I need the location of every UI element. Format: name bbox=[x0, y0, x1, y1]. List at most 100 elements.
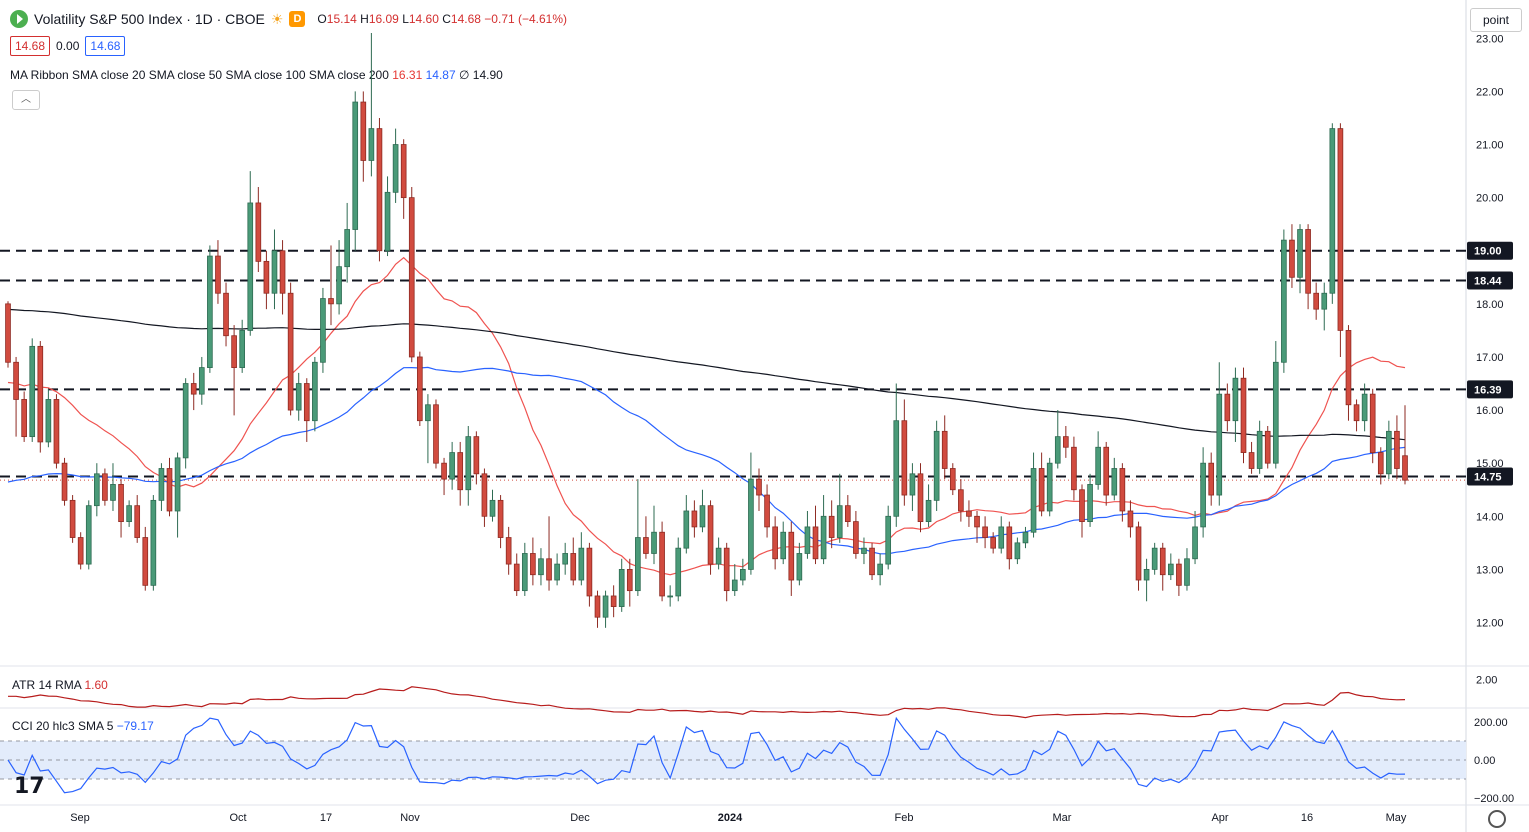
candle bbox=[788, 521, 795, 596]
candle bbox=[190, 372, 197, 411]
candle-body bbox=[400, 144, 407, 199]
candle bbox=[1087, 473, 1093, 527]
candle bbox=[368, 33, 375, 177]
candle-body bbox=[207, 255, 213, 368]
candle bbox=[740, 558, 746, 586]
price-scale-mode-button[interactable]: point bbox=[1470, 8, 1522, 32]
candle-body bbox=[497, 499, 504, 538]
candle-body bbox=[1079, 489, 1085, 523]
candle-body bbox=[586, 547, 593, 597]
candle-body bbox=[1264, 430, 1271, 464]
cci-legend[interactable]: CCI 20 hlc3 SMA 5 −79.17 bbox=[12, 719, 154, 733]
candle-body bbox=[182, 383, 189, 459]
level-tag bbox=[1467, 380, 1513, 399]
candle-body bbox=[530, 553, 536, 576]
bid-box[interactable]: 14.68 bbox=[10, 36, 51, 56]
symbol-title[interactable]: Volatility S&P 500 Index · 1D · CBOE bbox=[34, 11, 265, 27]
candle-body bbox=[1103, 446, 1110, 496]
candle-body bbox=[828, 515, 835, 538]
candle-body bbox=[150, 499, 157, 586]
candle-body bbox=[925, 499, 932, 523]
candle bbox=[118, 479, 124, 538]
time-axis-label: Oct bbox=[229, 812, 246, 824]
candle bbox=[295, 372, 302, 421]
candle-body bbox=[1087, 484, 1093, 523]
atr-legend[interactable]: ATR 14 RMA 1.60 bbox=[12, 678, 108, 692]
candle bbox=[667, 585, 673, 607]
candle bbox=[554, 553, 560, 586]
candle bbox=[207, 245, 213, 373]
candle bbox=[481, 468, 488, 527]
candle-body bbox=[1369, 393, 1376, 453]
candle-body bbox=[255, 202, 262, 262]
candle bbox=[683, 495, 690, 554]
candle-body bbox=[538, 558, 544, 576]
candle bbox=[1305, 224, 1311, 310]
candle bbox=[142, 526, 149, 591]
candle-body bbox=[1167, 563, 1174, 576]
time-axis-label: Sep bbox=[70, 812, 90, 824]
candle-body bbox=[263, 260, 270, 294]
candle bbox=[1240, 367, 1247, 464]
candle-body bbox=[917, 473, 924, 523]
candle bbox=[990, 532, 996, 554]
candle bbox=[675, 537, 682, 602]
cci-axis-label: 0.00 bbox=[1474, 755, 1495, 767]
candle-body bbox=[481, 473, 488, 517]
candle-body bbox=[812, 526, 819, 560]
candle-body bbox=[513, 563, 520, 592]
candle-body bbox=[5, 303, 11, 363]
candle-body bbox=[320, 298, 326, 363]
candle-body bbox=[441, 462, 447, 480]
candle bbox=[594, 590, 601, 628]
candle bbox=[344, 202, 350, 283]
candle bbox=[85, 500, 92, 570]
candle-body bbox=[667, 595, 673, 598]
candle bbox=[1386, 420, 1392, 480]
level-tag-label: 16.39 bbox=[1474, 384, 1502, 396]
candle-body bbox=[457, 452, 464, 491]
cci-axis-label: −200.00 bbox=[1474, 793, 1514, 805]
candle bbox=[893, 383, 900, 527]
candle-body bbox=[1038, 468, 1045, 512]
candle-body bbox=[1111, 468, 1118, 496]
candle bbox=[45, 388, 52, 448]
candle-body bbox=[102, 473, 108, 501]
candle bbox=[691, 500, 698, 538]
candle-body bbox=[77, 537, 84, 565]
candle bbox=[449, 441, 455, 490]
candle-body bbox=[683, 510, 690, 549]
candle bbox=[1361, 383, 1368, 432]
candle-body bbox=[699, 505, 706, 528]
price-tick-label: 12.00 bbox=[1476, 618, 1504, 630]
price-tick-label: 16.00 bbox=[1476, 405, 1504, 417]
candle bbox=[949, 463, 956, 496]
candle bbox=[1208, 452, 1215, 506]
candle bbox=[521, 542, 528, 596]
candle-body bbox=[1216, 393, 1223, 496]
candle-body bbox=[1046, 462, 1053, 512]
candle bbox=[1176, 558, 1182, 596]
candle bbox=[643, 516, 649, 559]
candle-body bbox=[295, 383, 302, 411]
candle bbox=[150, 495, 157, 591]
collapse-legend-button[interactable]: ︿ bbox=[12, 90, 40, 110]
candle bbox=[723, 542, 730, 602]
settings-gear-icon[interactable] bbox=[1488, 810, 1506, 828]
candle-body bbox=[37, 345, 44, 443]
candle bbox=[1224, 383, 1231, 432]
candle-body bbox=[384, 191, 391, 252]
candle bbox=[772, 516, 778, 570]
ma-ribbon-legend[interactable]: MA Ribbon SMA close 20 SMA close 50 SMA … bbox=[10, 68, 503, 82]
ask-box[interactable]: 14.68 bbox=[85, 36, 126, 56]
level-tag-label: 14.75 bbox=[1474, 471, 1502, 483]
price-tick-label: 23.00 bbox=[1476, 33, 1504, 45]
candle bbox=[966, 500, 972, 527]
candle bbox=[796, 542, 803, 586]
candle bbox=[1377, 447, 1384, 485]
candle-body bbox=[1208, 462, 1215, 496]
candle-body bbox=[1240, 377, 1247, 453]
time-axis-label: Dec bbox=[570, 812, 590, 824]
candle bbox=[37, 341, 44, 453]
